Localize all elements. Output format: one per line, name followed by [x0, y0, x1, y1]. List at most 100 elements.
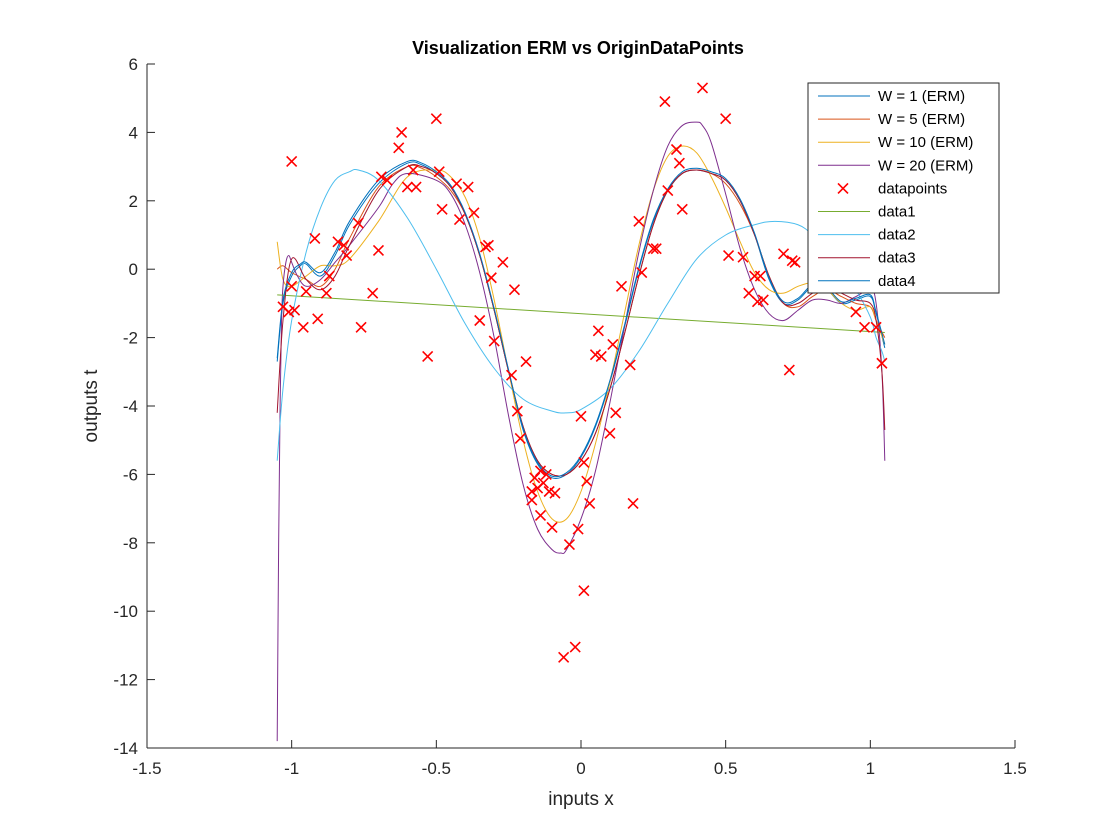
- series-line-7: [276, 159, 886, 478]
- data-point: [757, 294, 769, 306]
- legend-entry: W = 20 (ERM): [878, 157, 973, 174]
- data-point: [286, 155, 298, 168]
- y-tick-label: -14: [113, 739, 138, 758]
- data-point: [323, 270, 335, 282]
- data-point: [436, 203, 448, 215]
- data-point: [627, 497, 639, 510]
- data-point: [286, 280, 298, 292]
- data-point: [650, 243, 662, 255]
- data-point: [300, 285, 312, 297]
- data-point: [636, 267, 648, 279]
- data-point: [563, 538, 575, 551]
- data-point: [558, 651, 570, 663]
- x-tick-label: -0.5: [422, 759, 451, 778]
- x-tick-label: -1: [284, 759, 299, 778]
- data-point: [534, 509, 547, 522]
- data-point: [540, 468, 552, 480]
- data-point: [451, 178, 463, 190]
- series-line-3: [276, 121, 886, 742]
- data-point: [338, 239, 350, 251]
- series-line-1: [276, 164, 886, 477]
- data-point: [479, 241, 492, 253]
- data-point: [659, 96, 671, 108]
- data-point: [754, 270, 766, 282]
- x-axis-label: inputs x: [548, 789, 614, 810]
- data-point: [309, 232, 321, 244]
- data-point: [670, 143, 683, 156]
- data-point: [696, 82, 709, 94]
- y-tick-label: -8: [123, 534, 138, 553]
- data-point: [546, 521, 558, 533]
- data-point: [332, 236, 344, 248]
- legend: W = 1 (ERM) W = 5 (ERM) W = 10 (ERM) W = 20…: [807, 82, 1000, 294]
- data-point: [468, 207, 480, 219]
- y-tick-label: -10: [113, 602, 138, 621]
- x-tick-label: 1: [866, 759, 875, 778]
- data-point: [786, 255, 798, 267]
- y-tick-label: 2: [129, 192, 138, 211]
- data-point: [578, 585, 590, 597]
- legend-entry: data3: [878, 250, 916, 267]
- data-point: [676, 203, 688, 215]
- data-point: [520, 355, 532, 368]
- data-point: [462, 181, 474, 193]
- data-point: [485, 272, 497, 284]
- data-point: [508, 284, 521, 296]
- data-point: [514, 432, 526, 445]
- data-point: [381, 174, 393, 186]
- tick-labels: -1.5 -1 -0.5 0 0.5 1 1.5 -14 -12 -10 -8 -6 -4 -2 0 2 4 6: [113, 55, 1026, 778]
- data-point: [505, 369, 518, 381]
- data-point: [422, 350, 434, 362]
- data-point: [569, 641, 581, 653]
- data-point: [511, 405, 523, 417]
- data-point: [482, 239, 494, 251]
- data-point: [572, 523, 584, 535]
- data-point: [488, 335, 500, 347]
- data-point: [401, 181, 413, 193]
- data-point: [578, 456, 590, 468]
- data-point: [610, 407, 622, 419]
- data-point: [607, 338, 619, 351]
- data-point: [375, 171, 387, 183]
- y-tick-label: -2: [123, 329, 138, 348]
- data-point: [633, 215, 645, 227]
- legend-entry: W = 10 (ERM): [878, 134, 973, 151]
- x-tick-label: 0.5: [714, 759, 738, 778]
- y-tick-label: -6: [123, 465, 138, 484]
- legend-entry: data1: [878, 204, 916, 221]
- y-tick-label: -12: [113, 671, 138, 690]
- data-point: [783, 364, 795, 376]
- data-point: [662, 184, 674, 197]
- legend-marker: [837, 182, 849, 194]
- legend-entry: W = 1 (ERM): [878, 88, 965, 105]
- legend-entry: datapoints: [878, 180, 947, 197]
- data-point: [858, 321, 871, 333]
- data-point: [367, 287, 379, 299]
- data-point: [288, 304, 301, 316]
- data-point: [474, 314, 486, 327]
- data-point: [624, 359, 636, 371]
- legend-entry: W = 5 (ERM): [878, 111, 965, 128]
- data-point: [673, 157, 685, 169]
- legend-entry: data4: [878, 273, 916, 290]
- axes: [146, 63, 1016, 749]
- data-point: [592, 325, 604, 337]
- plot-lines: [276, 121, 886, 742]
- series-line-4: [277, 294, 885, 333]
- data-point: [526, 485, 538, 498]
- data-point: [355, 321, 367, 333]
- data-point: [433, 166, 445, 178]
- data-point: [789, 256, 801, 268]
- data-point: [320, 287, 332, 299]
- y-tick-label: 6: [129, 55, 138, 74]
- chart-title: Visualization ERM vs OriginDataPoints: [412, 38, 744, 58]
- data-point: [720, 113, 732, 125]
- y-tick-label: -4: [123, 397, 138, 416]
- series-line-0: [276, 161, 886, 479]
- y-tick-label: 4: [129, 123, 138, 142]
- scatter-points: [277, 82, 888, 663]
- data-point: [743, 287, 755, 299]
- x-tick-label: 1.5: [1003, 759, 1027, 778]
- data-point: [615, 280, 628, 292]
